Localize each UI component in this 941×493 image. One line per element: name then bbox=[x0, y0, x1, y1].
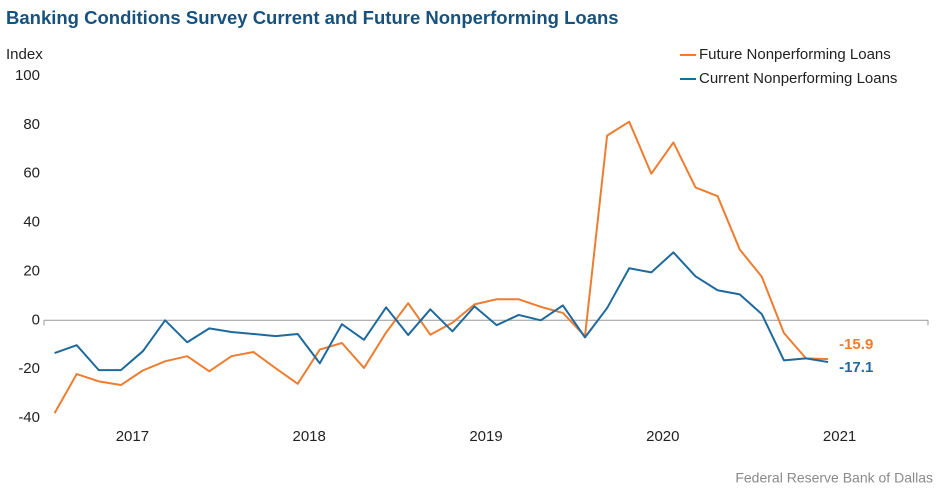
y-tick-label: -20 bbox=[18, 360, 40, 377]
y-tick-label: 100 bbox=[15, 67, 40, 84]
series-line bbox=[54, 251, 829, 372]
y-tick-label: 80 bbox=[23, 116, 40, 133]
x-tick-label: 2017 bbox=[116, 428, 149, 445]
legend-label: Current Nonperforming Loans bbox=[699, 70, 897, 87]
legend-label: Future Nonperforming Loans bbox=[699, 46, 891, 63]
y-tick-label: 40 bbox=[23, 214, 40, 231]
end-value-label: -17.1 bbox=[839, 359, 873, 376]
x-tick-label: 2018 bbox=[293, 428, 326, 445]
y-tick-label: -40 bbox=[18, 409, 40, 426]
y-axis-label: Index bbox=[6, 46, 43, 63]
source: Federal Reserve Bank of Dallas bbox=[735, 470, 933, 486]
y-tick-label: 20 bbox=[23, 262, 40, 279]
end-value-label: -15.9 bbox=[839, 336, 873, 353]
series-line bbox=[53, 120, 829, 414]
chart-title: Banking Conditions Survey Current and Fu… bbox=[6, 7, 619, 28]
y-tick-label: 0 bbox=[32, 311, 40, 328]
y-tick-label: 60 bbox=[23, 165, 40, 182]
x-tick-label: 2021 bbox=[823, 428, 856, 445]
x-tick-label: 2019 bbox=[469, 428, 502, 445]
x-tick-label: 2020 bbox=[646, 428, 679, 445]
